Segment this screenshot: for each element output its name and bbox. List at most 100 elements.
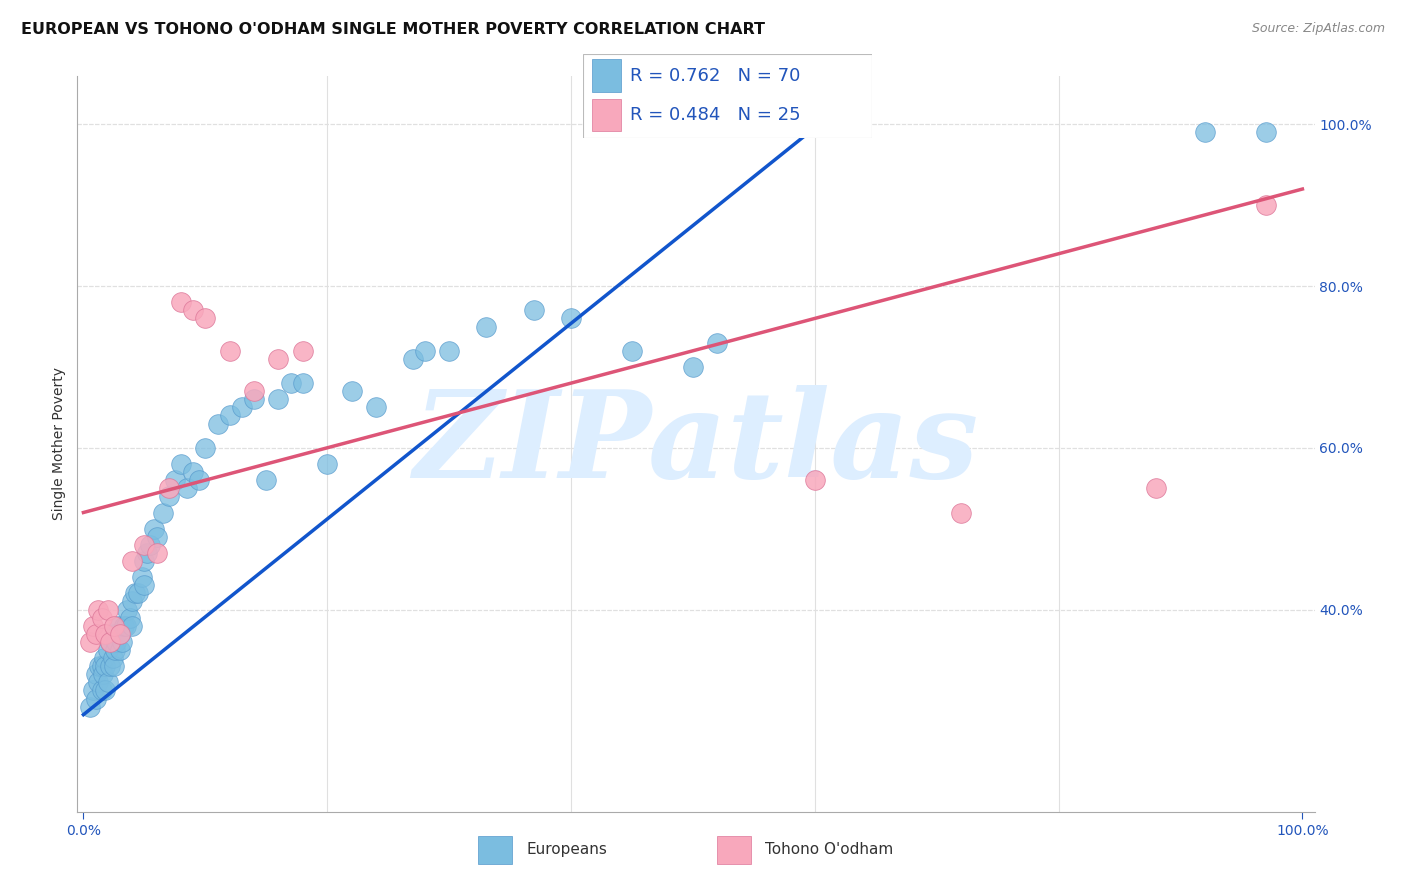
- Point: [254, 473, 277, 487]
- Point: [103, 618, 125, 632]
- Point: [176, 481, 198, 495]
- Point: [157, 489, 180, 503]
- Point: [98, 635, 121, 649]
- Point: [84, 667, 107, 681]
- Point: [108, 643, 131, 657]
- Point: [291, 343, 314, 358]
- Point: [316, 457, 339, 471]
- Bar: [717, 836, 751, 863]
- Point: [364, 401, 387, 415]
- Point: [523, 303, 546, 318]
- Point: [413, 343, 436, 358]
- Point: [108, 627, 131, 641]
- Point: [474, 319, 496, 334]
- Text: R = 0.762   N = 70: R = 0.762 N = 70: [630, 67, 800, 85]
- Point: [112, 618, 135, 632]
- Point: [127, 586, 149, 600]
- Point: [170, 295, 193, 310]
- Text: Europeans: Europeans: [526, 842, 607, 857]
- Point: [706, 335, 728, 350]
- Point: [163, 473, 186, 487]
- Point: [620, 343, 643, 358]
- Point: [103, 659, 125, 673]
- Point: [1254, 198, 1277, 212]
- Point: [218, 343, 240, 358]
- Point: [1144, 481, 1167, 495]
- Point: [131, 570, 153, 584]
- Point: [231, 401, 253, 415]
- Point: [90, 659, 112, 673]
- Point: [124, 586, 146, 600]
- Text: R = 0.484   N = 25: R = 0.484 N = 25: [630, 106, 800, 124]
- Point: [79, 699, 101, 714]
- Point: [87, 602, 110, 616]
- Point: [280, 376, 302, 391]
- Text: EUROPEAN VS TOHONO O'ODHAM SINGLE MOTHER POVERTY CORRELATION CHART: EUROPEAN VS TOHONO O'ODHAM SINGLE MOTHER…: [21, 22, 765, 37]
- Point: [94, 627, 117, 641]
- Point: [682, 359, 704, 374]
- Point: [218, 409, 240, 423]
- Point: [340, 384, 363, 399]
- Point: [90, 610, 112, 624]
- Point: [121, 618, 143, 632]
- Point: [139, 538, 162, 552]
- Point: [401, 351, 423, 366]
- Point: [188, 473, 211, 487]
- Point: [94, 659, 117, 673]
- Point: [145, 546, 167, 560]
- Point: [437, 343, 460, 358]
- Point: [97, 643, 120, 657]
- Point: [143, 522, 166, 536]
- Point: [134, 554, 156, 568]
- Point: [94, 683, 117, 698]
- Point: [1254, 125, 1277, 139]
- Point: [181, 465, 204, 479]
- Text: ZIPatlas: ZIPatlas: [413, 384, 979, 503]
- Point: [152, 506, 174, 520]
- Point: [79, 635, 101, 649]
- Point: [560, 311, 582, 326]
- Point: [98, 635, 121, 649]
- Bar: [478, 836, 512, 863]
- Point: [135, 546, 157, 560]
- Point: [243, 384, 266, 399]
- Point: [93, 651, 115, 665]
- Point: [121, 594, 143, 608]
- Text: Tohono O'odham: Tohono O'odham: [765, 842, 893, 857]
- Point: [117, 602, 139, 616]
- Point: [87, 675, 110, 690]
- Point: [267, 392, 290, 407]
- Point: [101, 651, 124, 665]
- Point: [207, 417, 229, 431]
- Point: [84, 627, 107, 641]
- Point: [170, 457, 193, 471]
- Point: [111, 635, 134, 649]
- Point: [91, 667, 114, 681]
- Point: [950, 506, 973, 520]
- Point: [105, 635, 128, 649]
- Y-axis label: Single Mother Poverty: Single Mother Poverty: [52, 368, 66, 520]
- Bar: [592, 99, 621, 131]
- Point: [194, 311, 217, 326]
- Point: [291, 376, 314, 391]
- Point: [90, 683, 112, 698]
- Point: [194, 441, 217, 455]
- Point: [107, 618, 129, 632]
- Point: [134, 578, 156, 592]
- FancyBboxPatch shape: [583, 54, 872, 138]
- Point: [267, 351, 290, 366]
- Point: [134, 538, 156, 552]
- Point: [97, 675, 120, 690]
- Point: [104, 643, 127, 657]
- Point: [97, 602, 120, 616]
- Bar: [592, 60, 621, 92]
- Point: [82, 618, 104, 632]
- Point: [115, 618, 138, 632]
- Point: [1194, 125, 1216, 139]
- Point: [181, 303, 204, 318]
- Point: [89, 659, 111, 673]
- Point: [98, 659, 121, 673]
- Point: [118, 610, 141, 624]
- Point: [804, 473, 827, 487]
- Point: [121, 554, 143, 568]
